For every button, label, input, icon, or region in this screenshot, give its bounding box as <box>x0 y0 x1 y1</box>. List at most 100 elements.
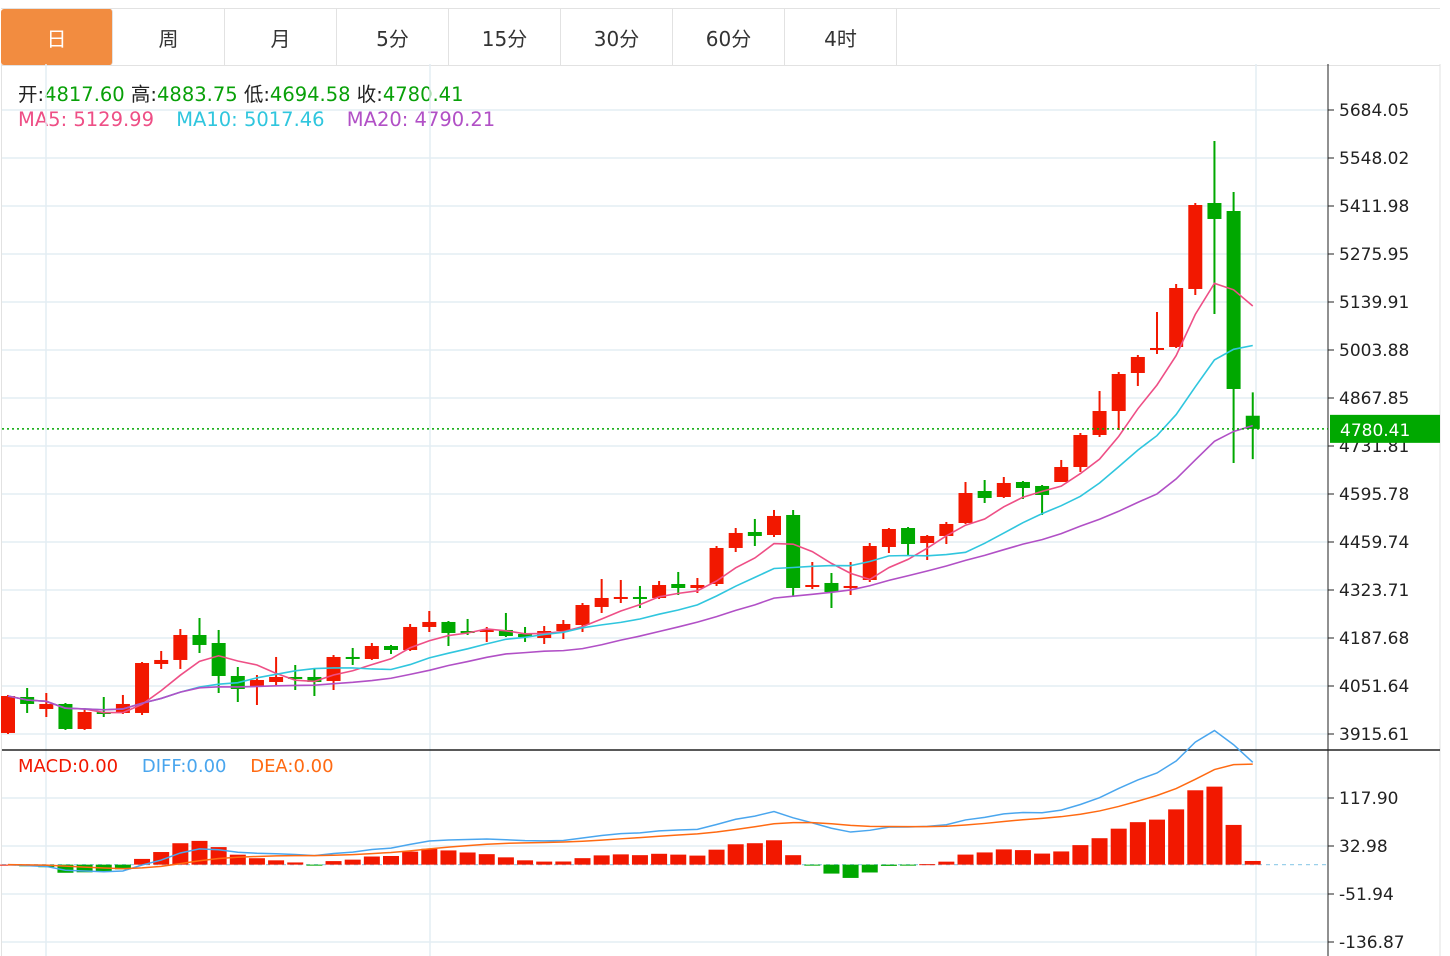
open-label: 开: <box>18 83 45 106</box>
tab-5[interactable]: 30分 <box>561 9 673 65</box>
dea-line <box>7 763 1253 870</box>
candle-body <box>632 596 647 600</box>
candle-body <box>1245 415 1260 429</box>
candle-body <box>249 679 264 688</box>
y-tick-label: 5411.98 <box>1339 197 1409 217</box>
candle-body <box>1207 202 1222 219</box>
macd-bar <box>287 862 304 865</box>
candle-body <box>1 696 15 733</box>
macd-bar <box>344 859 361 865</box>
candle-body <box>58 703 73 729</box>
candle-body <box>652 584 667 598</box>
macd-bar <box>248 858 265 865</box>
macd-bar <box>880 864 897 866</box>
macd-bar <box>995 849 1012 865</box>
ma20-line <box>7 424 1253 711</box>
candle-body <box>843 585 858 588</box>
macd-bar <box>421 848 438 865</box>
candle-body <box>498 629 513 636</box>
candle-body <box>1054 466 1069 482</box>
dea-label: DEA: <box>250 756 294 777</box>
macd-bar <box>325 861 342 865</box>
candle-body <box>1150 347 1164 350</box>
macd-bar <box>670 854 687 865</box>
macd-bar <box>593 855 610 865</box>
candle-body <box>977 490 992 498</box>
macd-bar <box>919 864 936 866</box>
candle <box>1073 432 1088 472</box>
candle <box>881 528 896 553</box>
candle-body <box>1015 481 1030 488</box>
candle-body <box>518 634 533 638</box>
candle-body <box>211 643 226 676</box>
tab-1[interactable]: 周 <box>113 9 225 65</box>
macd-bar <box>497 857 514 865</box>
candle-body <box>862 546 877 580</box>
candle-body <box>269 676 284 682</box>
macd-bar <box>134 858 151 865</box>
candle <box>977 479 992 503</box>
tab-6[interactable]: 60分 <box>673 9 785 65</box>
macd-bar <box>1110 828 1127 865</box>
candle-body <box>786 514 801 588</box>
candle <box>422 610 437 632</box>
candle <box>498 612 513 638</box>
macd-bar <box>766 840 782 865</box>
macd-bar <box>114 864 131 870</box>
candle-body <box>996 482 1011 497</box>
candle-body <box>1130 356 1145 373</box>
tab-7[interactable]: 4时 <box>785 9 897 65</box>
macd-bar <box>1034 853 1051 865</box>
macd-label: MACD: <box>18 756 79 777</box>
candle <box>728 528 743 553</box>
candle <box>192 617 207 653</box>
tab-0[interactable]: 日 <box>1 9 113 65</box>
candle-body <box>671 584 686 588</box>
ohlc-readout: 开:4817.60 高:4883.75 低:4694.58 收:4780.41 <box>18 78 463 107</box>
macd-bar <box>555 861 572 865</box>
macd-bar <box>612 854 629 865</box>
candle <box>671 571 686 595</box>
macd-bar <box>1244 860 1261 865</box>
candle <box>403 623 418 651</box>
candle <box>77 707 92 730</box>
candle-body <box>728 532 743 548</box>
y-tick-label: 4459.74 <box>1339 533 1409 553</box>
candle <box>1111 371 1126 430</box>
candle <box>1130 355 1145 386</box>
macd-bar <box>517 860 534 865</box>
macd-bar <box>727 844 744 865</box>
macd-bar <box>1072 845 1089 865</box>
low-value: 4694.58 <box>269 83 351 106</box>
candle <box>594 578 609 613</box>
macd-bar <box>459 852 476 865</box>
y-tick-label: 4323.71 <box>1339 581 1409 601</box>
macd-bar <box>1187 790 1204 865</box>
macd-bar <box>785 855 802 865</box>
candle <box>1188 202 1203 295</box>
tab-4[interactable]: 15分 <box>449 9 561 65</box>
candle-body <box>154 659 169 664</box>
diff-value: 0.00 <box>186 756 227 777</box>
tab-3[interactable]: 5分 <box>337 9 449 65</box>
macd-bar <box>708 849 725 865</box>
macd-bar <box>976 852 993 865</box>
y-tick-label: 5003.88 <box>1339 341 1409 361</box>
candle <box>1015 481 1030 500</box>
macd-bar <box>1206 786 1223 865</box>
candle-body <box>441 621 456 633</box>
candle-body <box>594 597 609 607</box>
candle-body <box>709 547 724 585</box>
candle-body <box>920 535 935 544</box>
macd-bar <box>536 861 553 865</box>
macd-bar <box>804 864 821 866</box>
candle <box>786 509 801 597</box>
candle-body <box>939 523 954 536</box>
tab-2[interactable]: 月 <box>225 9 337 65</box>
candle <box>1169 284 1184 348</box>
macd-bar <box>900 864 917 866</box>
candle <box>901 526 916 556</box>
macd-readout: MACD:0.00 DIFF:0.00 DEA:0.00 <box>18 756 334 777</box>
candle <box>747 518 762 547</box>
